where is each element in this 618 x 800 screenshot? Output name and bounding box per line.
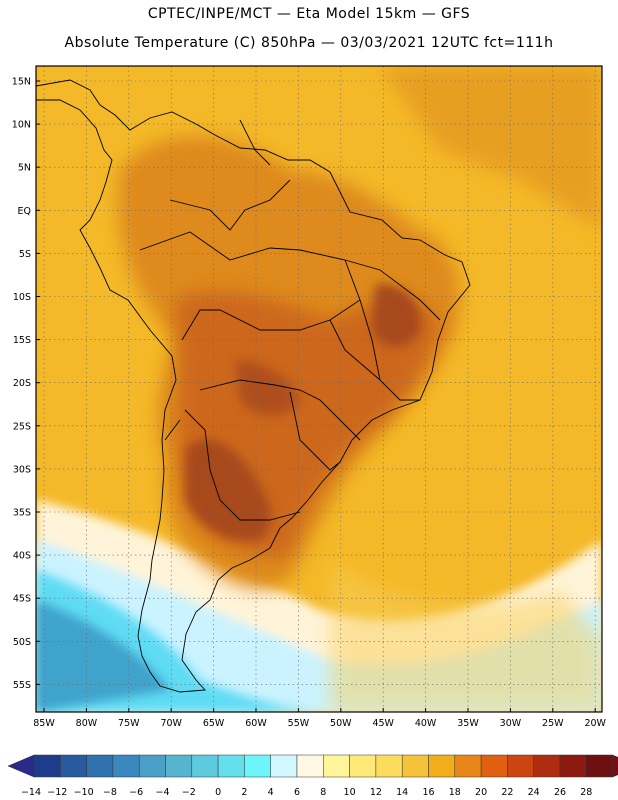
lat-label: 25S xyxy=(13,421,31,432)
chart-subtitle: Absolute Temperature (C) 850hPa — 03/03/… xyxy=(64,35,554,51)
colorbar-swatch xyxy=(507,754,534,778)
colorbar-swatch xyxy=(112,754,140,778)
colorbar-label: 4 xyxy=(268,787,274,798)
colorbar-swatch xyxy=(480,754,508,778)
lon-label: 80W xyxy=(76,718,98,729)
colorbar-swatch xyxy=(244,754,271,778)
colorbar-label: 22 xyxy=(501,787,513,798)
colorbar-label: 6 xyxy=(294,787,300,798)
colorbar-label: −8 xyxy=(103,787,117,798)
lat-label: EQ xyxy=(18,206,31,217)
lat-label: 5N xyxy=(18,163,31,174)
colorbar-label: −2 xyxy=(182,787,196,798)
colorbar-swatch xyxy=(270,754,298,778)
colorbar-end-low xyxy=(7,754,35,778)
lat-label: 20S xyxy=(13,378,31,389)
colorbar-swatch xyxy=(217,754,245,778)
lon-label: 60W xyxy=(245,718,267,729)
chart-title: CPTEC/INPE/MCT — Eta Model 15km — GFS xyxy=(147,6,471,22)
colorbar-swatch xyxy=(533,754,561,778)
colorbar-label: −12 xyxy=(47,787,67,798)
lat-label: 35S xyxy=(13,508,31,519)
colorbar-label: 14 xyxy=(396,787,408,798)
colorbar-label: 16 xyxy=(422,787,434,798)
colorbar-swatch xyxy=(138,754,166,778)
colorbar-swatch xyxy=(323,754,350,778)
colorbar-swatch xyxy=(428,754,456,778)
colorbar-end-high xyxy=(612,754,618,778)
colorbar-swatch xyxy=(165,754,193,778)
lon-label: 55W xyxy=(288,718,310,729)
colorbar-swatch xyxy=(191,754,219,778)
colorbar-swatch xyxy=(454,754,482,778)
lon-label: 85W xyxy=(33,718,55,729)
colorbar-label: 2 xyxy=(241,787,247,798)
lat-label: 10N xyxy=(12,120,31,131)
colorbar-label: 0 xyxy=(215,787,221,798)
lat-label: 15N xyxy=(12,77,31,88)
lon-label: 40W xyxy=(415,718,437,729)
colorbar-label: 20 xyxy=(475,787,487,798)
colorbar-label: −14 xyxy=(21,787,41,798)
colorbar-label: 26 xyxy=(554,787,566,798)
temperature-field xyxy=(36,66,602,712)
colorbar-swatch xyxy=(296,754,324,778)
lat-label: 10S xyxy=(13,292,31,303)
colorbar-swatch xyxy=(586,754,613,778)
lon-label: 20W xyxy=(584,718,606,729)
lat-label: 30S xyxy=(13,464,31,475)
lat-label: 15S xyxy=(13,335,31,346)
longitude-labels: 85W 80W 75W 70W 65W 60W 55W 50W 45W 40W 35W 30W 25W 2… xyxy=(33,708,607,729)
lon-label: 50W xyxy=(330,718,352,729)
lon-label: 30W xyxy=(500,718,522,729)
colorbar-label: −4 xyxy=(155,787,169,798)
lat-label: 40S xyxy=(13,551,31,562)
colorbar-label: 12 xyxy=(370,787,382,798)
colorbar-swatch xyxy=(375,754,403,778)
colorbar-label: 24 xyxy=(528,787,540,798)
latitude-labels: 15N 10N 5N EQ 5S 10S 15S 20S 25S 30S 35S 40S 45S 50S 5… xyxy=(12,77,40,691)
colorbar-label: 18 xyxy=(449,787,461,798)
lat-label: 50S xyxy=(13,637,31,648)
lon-label: 75W xyxy=(118,718,140,729)
colorbar-label: 28 xyxy=(580,787,592,798)
colorbar-swatch xyxy=(559,754,587,778)
colorbar-swatch xyxy=(349,754,377,778)
lat-label: 55S xyxy=(13,680,31,691)
lat-label: 5S xyxy=(19,249,31,260)
colorbar-label: −6 xyxy=(129,787,143,798)
lon-label: 25W xyxy=(542,718,564,729)
colorbar-label: 8 xyxy=(320,787,326,798)
lon-label: 35W xyxy=(457,718,479,729)
colorbar-swatch xyxy=(86,754,114,778)
colorbar-label: −10 xyxy=(74,787,94,798)
lon-label: 45W xyxy=(372,718,394,729)
colorbar-label: 10 xyxy=(344,787,356,798)
lon-label: 65W xyxy=(203,718,225,729)
colorbar: −14 −12 −10 −8 −6 −4 −2 0 2 4 6 8 10 12 14 16 18 20 22 24 26… xyxy=(7,754,618,798)
map-frame xyxy=(35,65,603,713)
colorbar-swatch xyxy=(401,754,429,778)
lat-label: 45S xyxy=(13,594,31,605)
colorbar-swatch xyxy=(60,754,87,778)
coastline xyxy=(36,79,471,693)
lon-label: 70W xyxy=(160,718,182,729)
colorbar-swatch xyxy=(33,754,61,778)
